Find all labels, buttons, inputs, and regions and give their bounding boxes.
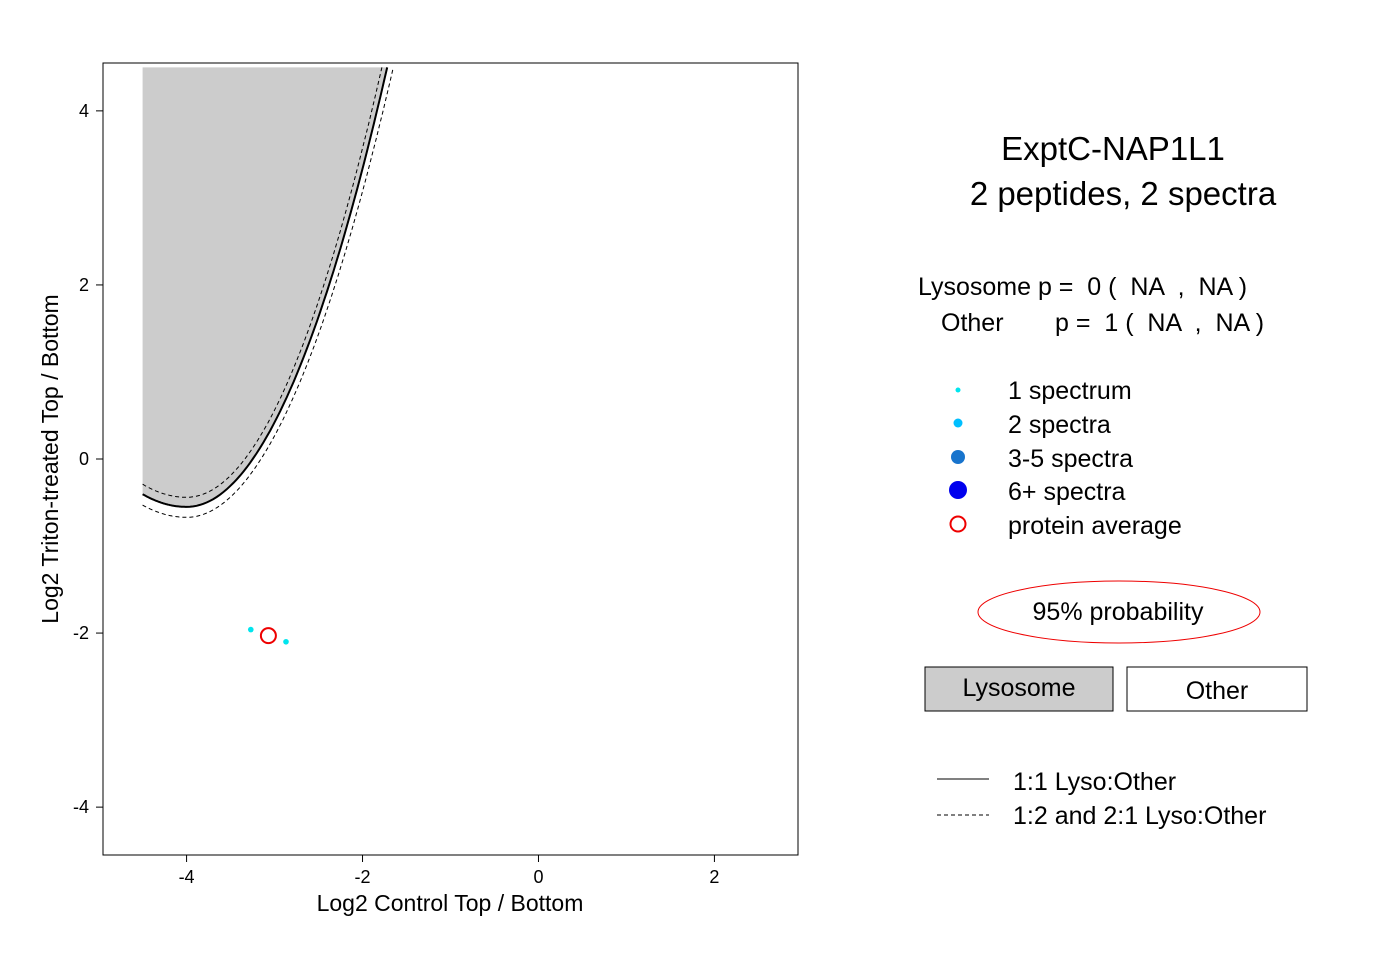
lysosome-region <box>142 67 388 507</box>
boundary-dashed-inner <box>142 67 383 498</box>
legend-marker-protein-average <box>949 515 967 533</box>
boundary-1to1 <box>142 67 389 508</box>
chart-title: ExptC-NAP1L1 <box>1001 130 1225 167</box>
probability-label: 95% probability <box>1033 598 1204 626</box>
other-region-key <box>1126 666 1308 712</box>
chart-subtitle: 2 peptides, 2 spectra <box>970 175 1277 212</box>
y-tick-label: -2 <box>73 623 89 643</box>
other-region-key-label: Other <box>1186 677 1249 705</box>
x-axis: -4 -2 0 2 <box>179 855 719 887</box>
legend-marker-3-5-spectra <box>951 450 965 464</box>
boundary-dashed-outer <box>142 67 394 518</box>
y-tick-label: 2 <box>79 275 89 295</box>
x-axis-label: Log2 Control Top / Bottom <box>317 890 584 916</box>
marker-legend: 1 spectrum 2 spectra 3-5 spectra 6+ spec… <box>949 377 1182 540</box>
other-probability-value: p = 1 ( NA , NA ) <box>1055 309 1264 337</box>
lysosome-region-key-label: Lysosome <box>962 674 1075 702</box>
x-tick-label: -4 <box>179 867 195 887</box>
lysosome-probability: Lysosome p = 0 ( NA , NA ) <box>918 273 1247 301</box>
y-axis: -4 -2 0 2 4 <box>73 101 103 817</box>
y-tick-label: 4 <box>79 101 89 121</box>
solid-line-key-label: 1:1 Lyso:Other <box>1013 768 1176 796</box>
legend-marker-2-spectra <box>953 418 963 428</box>
plot-area <box>102 62 799 856</box>
protein-average-point <box>259 627 277 645</box>
other-probability-name: Other <box>941 309 1004 337</box>
legend-label-2-spectra: 2 spectra <box>1008 411 1111 439</box>
legend-label-6-plus-spectra: 6+ spectra <box>1008 478 1126 506</box>
legend-label-protein-average: protein average <box>1008 512 1182 540</box>
y-tick-label: 0 <box>79 449 89 469</box>
y-axis-label: Log2 Triton-treated Top / Bottom <box>37 294 63 623</box>
spectrum-point <box>283 638 289 645</box>
x-tick-label: 0 <box>533 867 543 887</box>
probability-ellipse <box>977 580 1261 644</box>
y-tick-label: -4 <box>73 797 89 817</box>
x-tick-label: -2 <box>355 867 371 887</box>
legend-marker-6-plus-spectra <box>949 481 967 499</box>
legend-label-1-spectrum: 1 spectrum <box>1008 377 1132 405</box>
spectrum-point <box>247 626 254 633</box>
lysosome-region-key <box>924 666 1114 712</box>
dashed-line-key-label: 1:2 and 2:1 Lyso:Other <box>1013 802 1266 830</box>
legend-label-3-5-spectra: 3-5 spectra <box>1008 445 1133 473</box>
x-tick-label: 2 <box>709 867 719 887</box>
side-panel: ExptC-NAP1L1 2 peptides, 2 spectra Lysos… <box>918 130 1308 830</box>
legend-marker-1-spectrum <box>955 387 961 393</box>
